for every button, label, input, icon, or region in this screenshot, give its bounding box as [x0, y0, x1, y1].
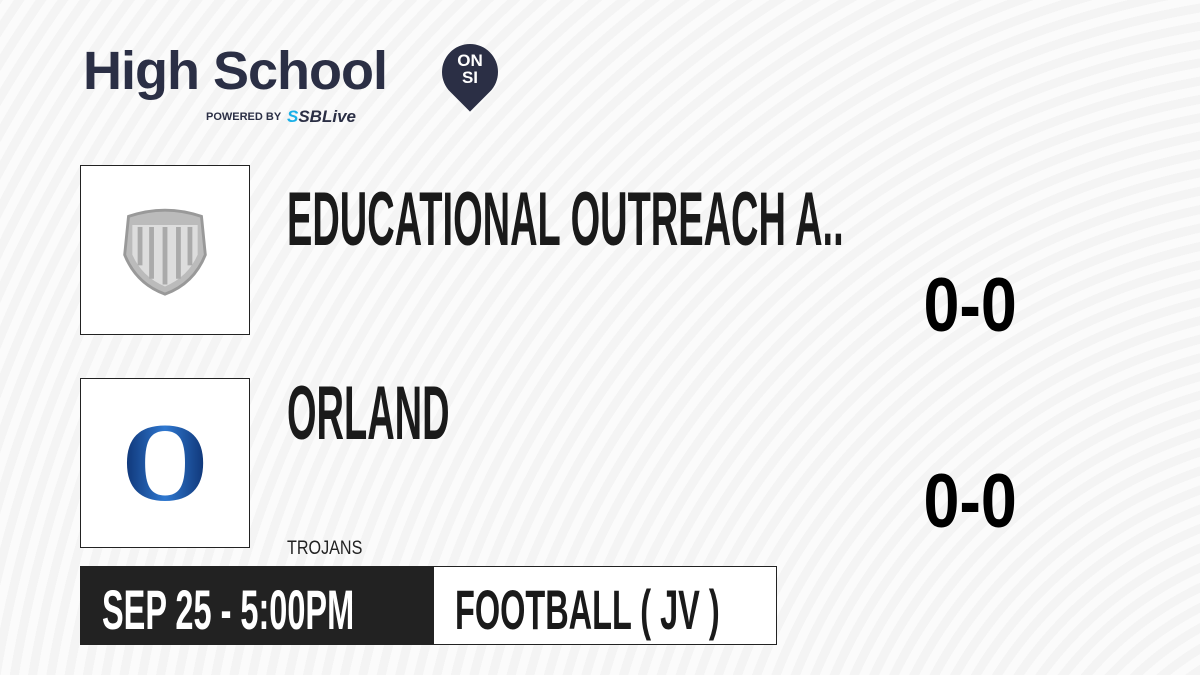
shield-icon [123, 208, 207, 296]
game-datetime-panel: SEP 25 - 5:00PM [81, 567, 434, 644]
team-name: EDUCATIONAL OUTREACH A.. [287, 177, 844, 262]
team-mascot: TROJANS [287, 538, 363, 559]
game-info-bar: SEP 25 - 5:00PM FOOTBALL ( JV ) [80, 566, 777, 645]
sblive-logo: SSBLive [287, 107, 356, 126]
orland-o-logo: O [121, 399, 208, 528]
team-name: ORLAND [287, 371, 450, 456]
team-logo-box: O [80, 378, 250, 548]
game-datetime: SEP 25 - 5:00PM [102, 578, 355, 641]
on-si-badge-text: ON SI [457, 51, 483, 87]
powered-by-label: POWERED BY [206, 111, 282, 123]
game-sport: FOOTBALL ( JV ) [455, 578, 720, 641]
team-score: 0-0 [923, 459, 1017, 544]
team-logo-box [80, 165, 250, 335]
team-score: 0-0 [923, 263, 1017, 348]
brand-title: High School [83, 41, 388, 101]
